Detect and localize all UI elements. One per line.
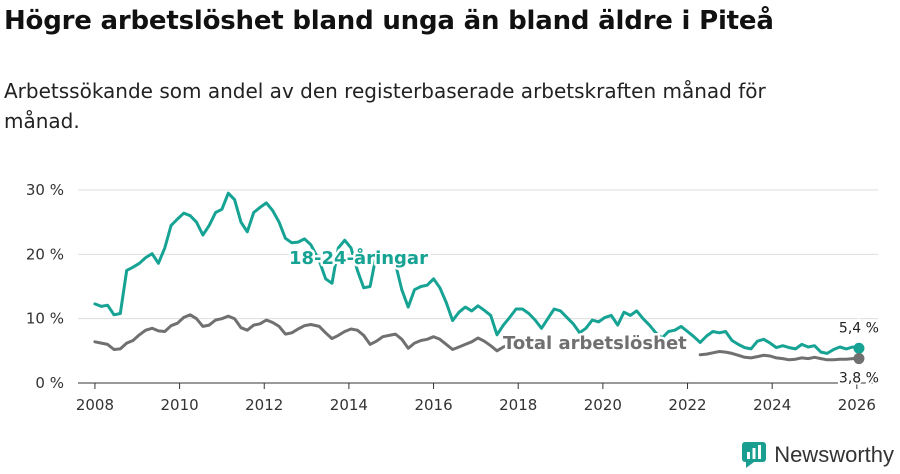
gridlines <box>78 189 878 320</box>
axes: 0 % 10 % 20 % 30 % 2008 2010 2012 2014 2016 2018 2… <box>26 181 878 414</box>
end-value-youth: 5,4 % <box>839 320 879 336</box>
x-tick-label: 2020 <box>584 396 622 414</box>
brand-logo: Newsworthy <box>742 442 894 468</box>
chart-labels: 18-24-åringar Total arbetslöshet 5,4 % 3,8 … <box>287 245 881 389</box>
series-label-youth: 18-24-åringar <box>289 247 428 269</box>
brand-name: Newsworthy <box>774 442 894 467</box>
x-tick-label: 2022 <box>668 396 706 414</box>
end-point-total <box>853 353 865 365</box>
y-tick-label: 30 % <box>26 181 64 199</box>
x-tick-label: 2024 <box>753 396 791 414</box>
x-tick-label: 2010 <box>160 396 198 414</box>
series-label-total: Total arbetslöshet <box>503 333 687 354</box>
series-line-total <box>93 313 518 353</box>
x-tick-label: 2018 <box>499 396 537 414</box>
newsworthy-logo-icon <box>742 442 767 468</box>
end-point-youth <box>853 342 865 354</box>
series-line-total <box>698 350 861 362</box>
x-tick-label: 2008 <box>76 396 114 414</box>
end-value-total: 3,8 % <box>839 371 879 387</box>
chart-title: Högre arbetslöshet bland unga än bland ä… <box>4 6 774 36</box>
series-lines <box>93 191 865 365</box>
x-tick-label: 2012 <box>245 396 283 414</box>
chart-subtitle: Arbetssökande som andel av den registerb… <box>4 79 766 133</box>
series-line-youth <box>93 191 861 355</box>
x-tick-label: 2014 <box>330 396 368 414</box>
y-tick-label: 0 % <box>35 374 64 392</box>
y-tick-label: 20 % <box>26 245 64 263</box>
x-tick-label: 2016 <box>414 396 452 414</box>
x-tick-label: 2026 <box>838 396 876 414</box>
y-tick-label: 10 % <box>26 310 64 328</box>
